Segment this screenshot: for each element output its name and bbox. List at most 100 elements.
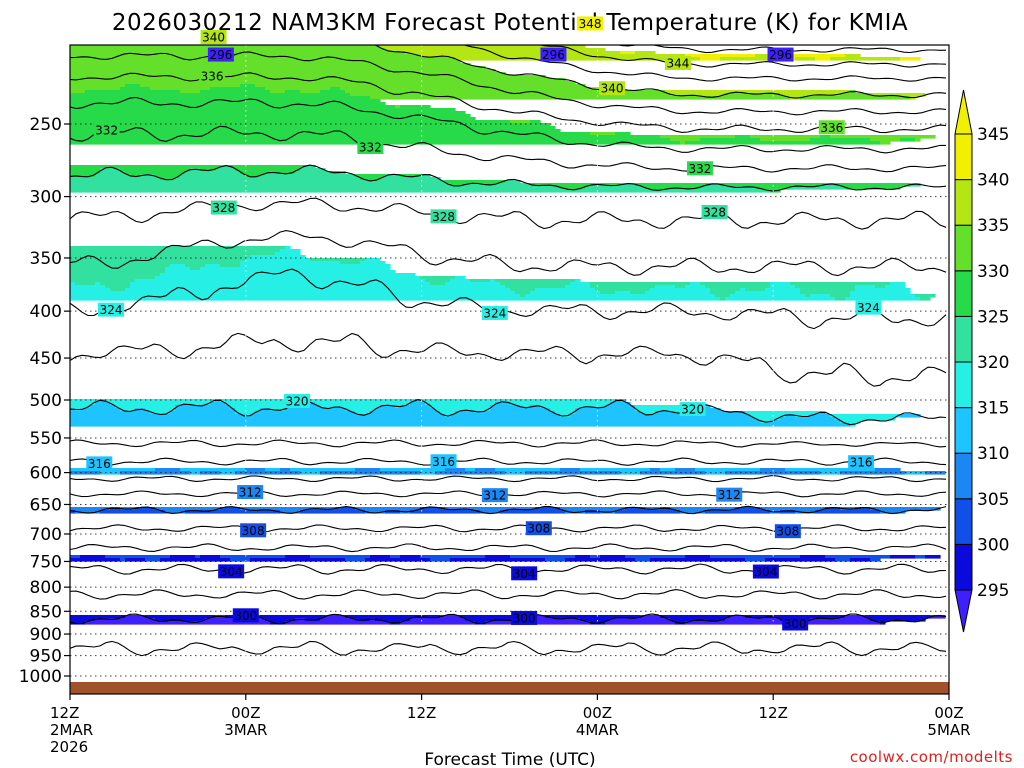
theta-cell [800,291,851,295]
theta-cell [355,411,371,415]
theta-cell [70,57,456,61]
theta-cell [460,615,526,619]
theta-cell [75,282,96,286]
theta-cell [830,135,936,139]
theta-cell [70,273,161,277]
ground-strip [70,682,949,694]
theta-cell [370,411,441,415]
theta-cell [385,174,401,178]
contour-label-text: 316 [88,457,111,471]
contour-label-text: 316 [850,456,873,470]
y-tick-label: 350 [30,249,62,269]
colorbar-label: 305 [977,490,1009,510]
theta-cell [760,468,786,472]
theta-cell [70,417,756,421]
theta-cell [725,93,781,97]
theta-cell [445,282,501,286]
theta-cell [775,54,846,58]
theta-cell [345,558,366,562]
theta-cell [110,288,126,292]
theta-cell [125,615,146,619]
theta-cell [540,405,606,409]
theta-cell [235,408,261,412]
contour-label-text: 312 [483,489,506,503]
theta-cell [635,51,656,55]
theta-cell [930,615,946,619]
theta-cell [725,297,836,301]
contour-label-bg [210,200,237,215]
theta-cell [725,618,781,622]
contour-label-bg [200,30,227,45]
theta-cell [260,408,271,412]
theta-cell [855,507,871,511]
theta-cell [475,468,496,472]
theta-cell [285,621,391,625]
theta-cell [900,57,921,61]
theta-cell [220,555,286,559]
chart-title: 2026030212 NAM3KM Forecast Potential Tem… [112,10,908,36]
theta-cell [70,279,136,283]
theta-cell [915,555,926,559]
theta-cell [70,180,446,184]
theta-cell [840,420,861,424]
x-tick-label: 00Z [934,704,963,722]
theta-cell [70,81,576,85]
theta-cell [840,93,871,97]
theta-cell [155,507,221,511]
theta-cell [530,291,601,295]
theta-cell [795,57,816,61]
theta-cell [720,57,791,61]
theta-cell [265,87,331,91]
contour-label-text: 348 [579,17,602,31]
contour-label-text: 344 [667,56,690,70]
contour-label-bg [511,566,538,581]
colorbar-label: 320 [977,353,1009,373]
theta-cell [70,291,516,295]
theta-cell [830,294,851,298]
theta-cell [520,294,526,298]
theta-cell [725,471,821,475]
theta-cell [70,282,76,286]
theta-cell [780,510,796,514]
theta-cell [620,183,636,187]
theta-cell [865,615,931,619]
theta-cell [650,288,711,292]
theta-cell [900,414,921,418]
contour-label: 348 [577,16,604,31]
y-tick-label: 700 [30,525,62,545]
theta-cell [760,507,826,511]
y-tick-label: 1000 [19,667,62,687]
theta-cell [385,48,606,52]
theta-cell [410,618,466,622]
theta-cell [715,294,731,298]
theta-cell [495,402,511,406]
theta-cell [570,414,751,418]
theta-cell [375,408,436,412]
theta-cell [235,168,301,172]
theta-cell [510,402,611,406]
theta-cell [755,417,781,421]
contour-line-310 [70,505,947,515]
theta-cell [685,411,746,415]
theta-cell [330,87,341,91]
theta-cell [870,93,926,97]
theta-cell [70,165,221,169]
theta-cell [305,399,416,403]
theta-cell [130,285,506,289]
theta-cell [825,555,891,559]
theta-cell [545,615,641,619]
contour-line-316 [70,457,947,466]
theta-cell [785,468,876,472]
theta-cell [110,402,211,406]
theta-cell [810,414,831,418]
contour-line-306 [70,543,947,553]
theta-cell [370,96,791,100]
colorbar-label: 330 [977,262,1009,282]
theta-cell [240,264,391,268]
theta-cell [270,90,286,94]
theta-cell [750,414,786,418]
theta-cell [735,291,801,295]
theta-cell [420,399,616,403]
theta-cell [735,135,751,139]
colorbar-segment [954,361,973,409]
